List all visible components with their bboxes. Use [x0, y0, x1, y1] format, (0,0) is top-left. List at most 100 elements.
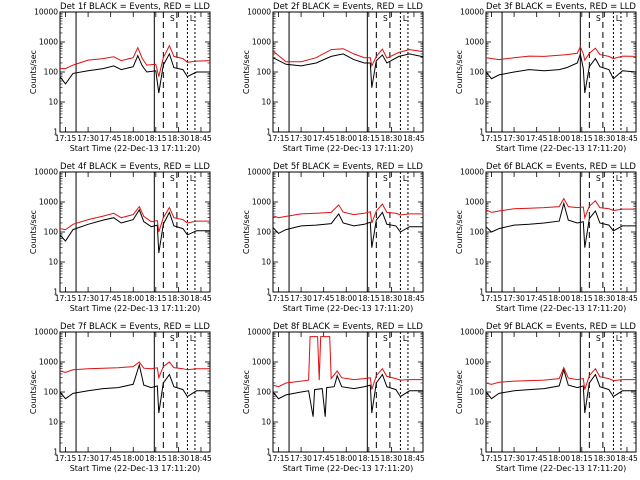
y-tick-label: 10000 — [460, 8, 484, 17]
y-axis-label: Counts/sec — [455, 210, 464, 254]
x-tick-label: 18:30 — [594, 294, 616, 303]
x-axis-label: Start Time (22-Dec-13 17:11:20) — [283, 464, 414, 473]
x-tick-label: 18:00 — [335, 134, 357, 143]
x-tick-label: 18:00 — [548, 454, 570, 463]
x-tick-label: 18:30 — [168, 454, 190, 463]
y-tick-label: 1000 — [252, 198, 271, 207]
marker-l: L — [403, 14, 408, 23]
y-tick-label: 1000 — [465, 38, 484, 47]
x-tick-label: 18:00 — [122, 134, 144, 143]
chart-title: Det 1f BLACK = Events, RED = LLD — [60, 2, 210, 12]
x-tick-label: 17:15 — [268, 294, 290, 303]
events-series-line — [272, 211, 423, 248]
y-tick-label: 10 — [474, 98, 484, 107]
x-tick-label: 18:15 — [145, 454, 167, 463]
x-tick-label: 18:00 — [335, 454, 357, 463]
x-axis-label: Start Time (22-Dec-13 17:11:20) — [496, 304, 627, 313]
y-tick-label: 1 — [266, 128, 271, 137]
x-tick-label: 17:45 — [526, 294, 548, 303]
chart-title: Det 6f BLACK = Events, RED = LLD — [486, 162, 636, 172]
x-tick-label: 17:30 — [77, 134, 99, 143]
y-axis-label: Counts/sec — [455, 50, 464, 94]
y-tick-label: 1 — [479, 448, 484, 457]
marker-s: S — [170, 334, 175, 343]
y-tick-label: 1 — [53, 128, 58, 137]
y-tick-label: 10 — [261, 418, 271, 427]
x-tick-label: 18:45 — [190, 454, 212, 463]
marker-l: L — [616, 14, 621, 23]
x-tick-label: 17:30 — [290, 134, 312, 143]
y-axis-label: Counts/sec — [242, 50, 251, 94]
x-tick-label: 18:45 — [190, 294, 212, 303]
y-tick-label: 10 — [261, 258, 271, 267]
x-tick-label: 17:30 — [77, 454, 99, 463]
y-tick-label: 100 — [257, 228, 272, 237]
x-tick-label: 17:15 — [268, 454, 290, 463]
x-tick-label: 18:45 — [616, 294, 638, 303]
chart-panel-4: Det 4f BLACK = Events, RED = LLD 1 10 100 10… — [29, 162, 212, 313]
chart-title: Det 2f BLACK = Events, RED = LLD — [273, 2, 423, 12]
x-axis-label: Start Time (22-Dec-13 17:11:20) — [283, 144, 414, 153]
events-series-line — [485, 201, 636, 248]
chart-title: Det 5f BLACK = Events, RED = LLD — [273, 162, 423, 172]
y-tick-label: 1000 — [252, 358, 271, 367]
marker-s: S — [383, 14, 388, 23]
marker-s: S — [596, 174, 601, 183]
chart-panel-9: Det 9f BLACK = Events, RED = LLD 1 10 100 10… — [455, 322, 638, 473]
x-tick-label: 18:30 — [594, 454, 616, 463]
lld-series-line — [485, 45, 637, 62]
x-tick-label: 17:45 — [526, 134, 548, 143]
lld-series-line — [485, 197, 636, 220]
x-tick-label: 18:45 — [403, 134, 425, 143]
lld-series-line — [60, 44, 211, 77]
x-tick-label: 18:00 — [548, 134, 570, 143]
marker-l: L — [403, 174, 408, 183]
marker-l: L — [616, 174, 621, 183]
y-tick-label: 10000 — [460, 168, 484, 177]
y-tick-label: 1 — [53, 448, 58, 457]
events-series-line — [485, 51, 637, 94]
y-tick-label: 100 — [470, 68, 485, 77]
chart-panel-8: Det 8f BLACK = Events, RED = LLD 1 10 100 10… — [242, 322, 425, 473]
x-tick-label: 18:30 — [594, 134, 616, 143]
y-tick-label: 10 — [261, 98, 271, 107]
marker-s: S — [596, 334, 601, 343]
y-tick-label: 10000 — [247, 328, 271, 337]
y-tick-label: 100 — [44, 228, 59, 237]
y-tick-label: 1 — [479, 288, 484, 297]
events-series-line — [272, 53, 424, 88]
lld-series-line — [272, 336, 423, 390]
x-tick-label: 18:30 — [381, 134, 403, 143]
y-axis-label: Counts/sec — [29, 370, 38, 414]
chart-panel-2: Det 2f BLACK = Events, RED = LLD 1 10 100 10… — [242, 2, 425, 153]
y-axis-label: Counts/sec — [29, 210, 38, 254]
y-tick-label: 10000 — [460, 328, 484, 337]
x-tick-label: 17:15 — [55, 294, 77, 303]
y-tick-label: 100 — [257, 388, 272, 397]
x-tick-label: 17:45 — [100, 454, 122, 463]
chart-title: Det 7f BLACK = Events, RED = LLD — [60, 322, 210, 332]
y-tick-label: 10 — [48, 98, 58, 107]
x-axis-label: Start Time (22-Dec-13 17:11:20) — [496, 144, 627, 153]
y-tick-label: 1 — [53, 288, 58, 297]
y-tick-label: 10000 — [247, 8, 271, 17]
lld-series-line — [59, 205, 210, 233]
y-tick-label: 100 — [470, 228, 485, 237]
y-tick-label: 10000 — [247, 168, 271, 177]
chart-title: Det 4f BLACK = Events, RED = LLD — [60, 162, 210, 172]
y-tick-label: 1 — [479, 128, 484, 137]
x-tick-label: 17:30 — [503, 134, 525, 143]
x-tick-label: 17:30 — [290, 294, 312, 303]
events-series-line — [59, 208, 210, 254]
x-axis-label: Start Time (22-Dec-13 17:11:20) — [70, 464, 201, 473]
marker-l: L — [403, 334, 408, 343]
x-tick-label: 18:45 — [616, 454, 638, 463]
x-tick-label: 18:30 — [381, 294, 403, 303]
x-tick-label: 18:30 — [168, 134, 190, 143]
x-axis-label: Start Time (22-Dec-13 17:11:20) — [70, 304, 201, 313]
y-tick-label: 1000 — [39, 38, 58, 47]
x-tick-label: 17:30 — [290, 454, 312, 463]
x-tick-label: 18:45 — [190, 134, 212, 143]
x-tick-label: 17:30 — [77, 294, 99, 303]
